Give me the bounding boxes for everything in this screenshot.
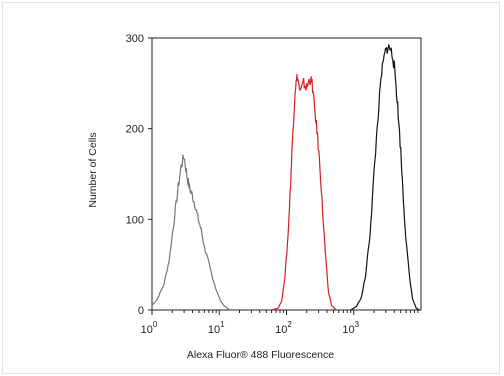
x-tick-base: 10 bbox=[275, 324, 287, 336]
x-tick-label: 100 bbox=[141, 320, 158, 336]
x-tick-label: 101 bbox=[208, 320, 225, 336]
x-tick-exponent: 2 bbox=[287, 320, 292, 329]
y-tick-label: 200 bbox=[126, 124, 144, 136]
x-tick-exponent: 3 bbox=[355, 320, 360, 329]
histogram-red bbox=[271, 73, 337, 311]
x-tick-label: 103 bbox=[342, 320, 359, 336]
data-series bbox=[151, 44, 420, 311]
y-axis: 0 100 200 300 bbox=[126, 33, 152, 317]
x-axis: 100 101 102 103 bbox=[141, 310, 419, 336]
y-tick-label: 0 bbox=[138, 305, 144, 317]
histogram-gray bbox=[151, 154, 230, 310]
x-axis-title: Alexa Fluor® 488 Fluorescence bbox=[187, 349, 334, 361]
histogram-black bbox=[350, 44, 420, 311]
x-tick-exponent: 0 bbox=[153, 320, 158, 329]
x-tick-label: 102 bbox=[275, 320, 292, 336]
y-tick-label: 300 bbox=[126, 33, 144, 45]
y-axis-title: Number of Cells bbox=[87, 132, 99, 207]
x-tick-base: 10 bbox=[342, 324, 354, 336]
x-tick-exponent: 1 bbox=[220, 320, 225, 329]
y-tick-label: 100 bbox=[126, 214, 144, 226]
x-tick-base: 10 bbox=[141, 324, 153, 336]
x-tick-base: 10 bbox=[208, 324, 220, 336]
